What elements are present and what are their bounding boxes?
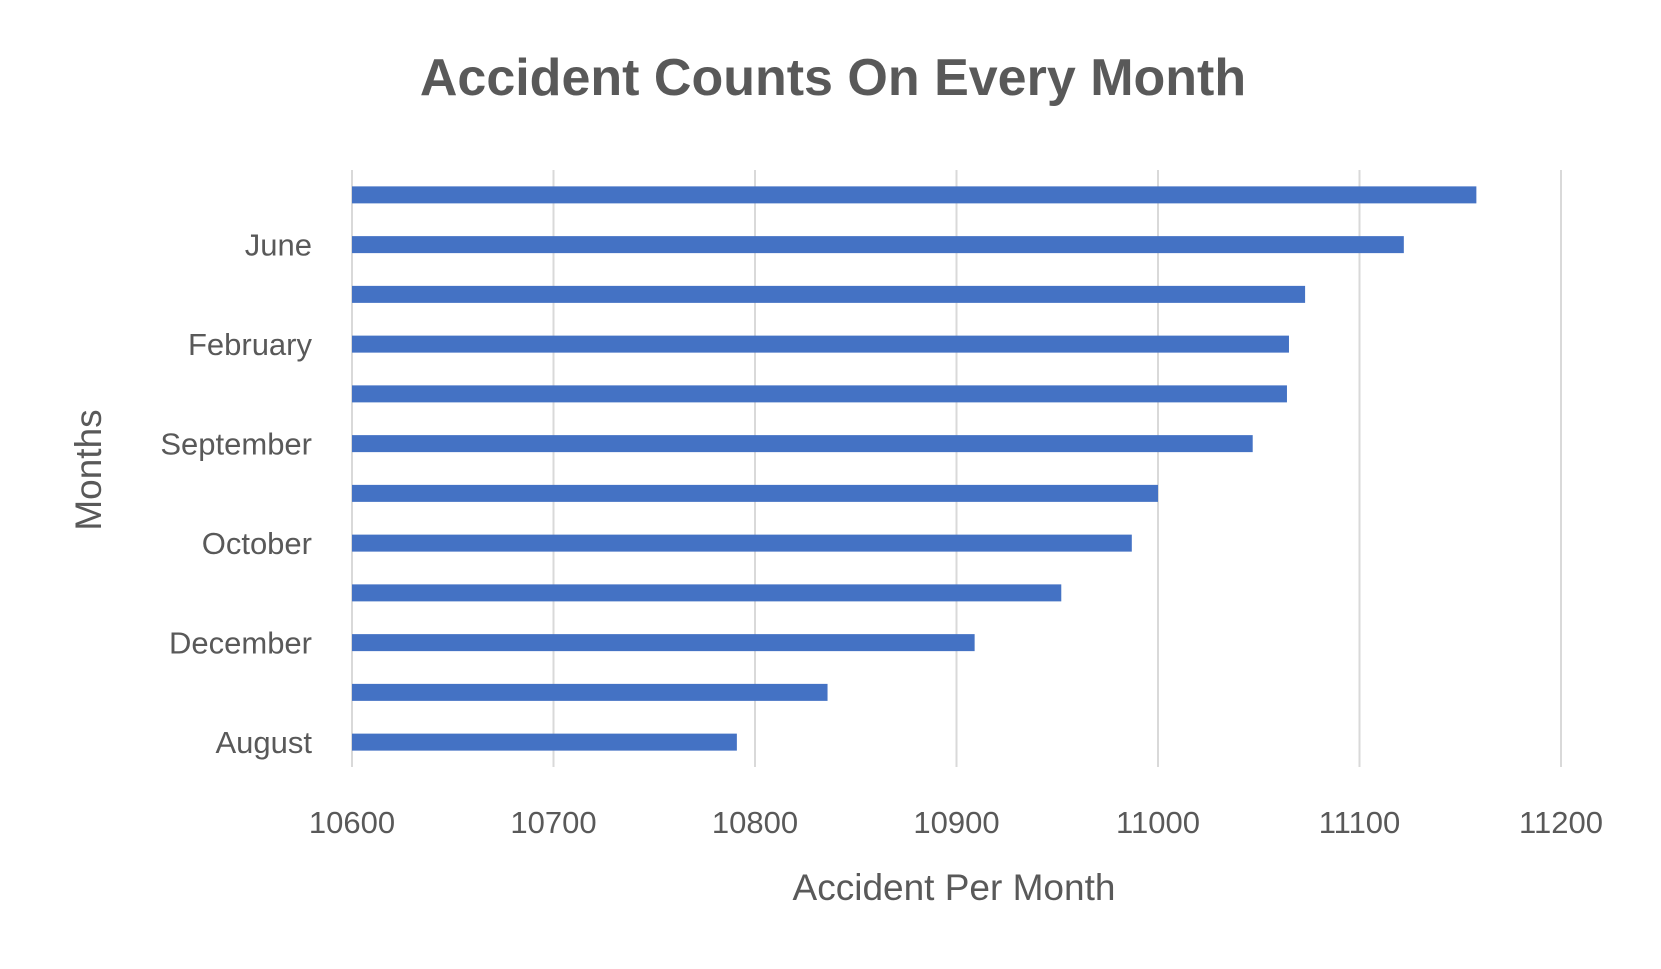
- y-tick-label: June: [245, 228, 312, 263]
- bar: [352, 236, 1404, 254]
- x-tick-label: 11200: [1519, 805, 1603, 840]
- y-tick-label: February: [188, 327, 313, 362]
- bar: [352, 733, 737, 751]
- x-tick-label: 10900: [913, 805, 999, 840]
- bar: [352, 584, 1062, 602]
- y-axis-ticks: August December October September February Ju…: [160, 228, 312, 761]
- y-tick-label: December: [169, 626, 312, 661]
- bar: [352, 683, 828, 701]
- bars: [352, 186, 1477, 751]
- gridlines: [351, 170, 1562, 767]
- bar: [352, 484, 1158, 502]
- bar: [352, 534, 1132, 552]
- x-tick-label: 11000: [1116, 805, 1200, 840]
- x-tick-label: 10600: [309, 805, 395, 840]
- x-tick-label: 11100: [1319, 805, 1401, 840]
- bar: [352, 285, 1306, 303]
- bar: [352, 385, 1287, 403]
- y-tick-label: October: [202, 526, 312, 561]
- y-tick-label: September: [160, 427, 312, 462]
- y-axis-title: Months: [68, 409, 109, 530]
- y-tick-label: August: [215, 725, 312, 760]
- x-axis-ticks: 10600 10700 10800 10900 11000 11100 11200: [309, 805, 1603, 840]
- bar: [352, 186, 1477, 204]
- chart-title: Accident Counts On Every Month: [420, 49, 1246, 107]
- bar: [352, 634, 975, 652]
- bar: [352, 335, 1289, 353]
- x-axis-title: Accident Per Month: [793, 867, 1116, 908]
- bar: [352, 435, 1253, 453]
- x-tick-label: 10700: [510, 805, 596, 840]
- x-tick-label: 10800: [712, 805, 798, 840]
